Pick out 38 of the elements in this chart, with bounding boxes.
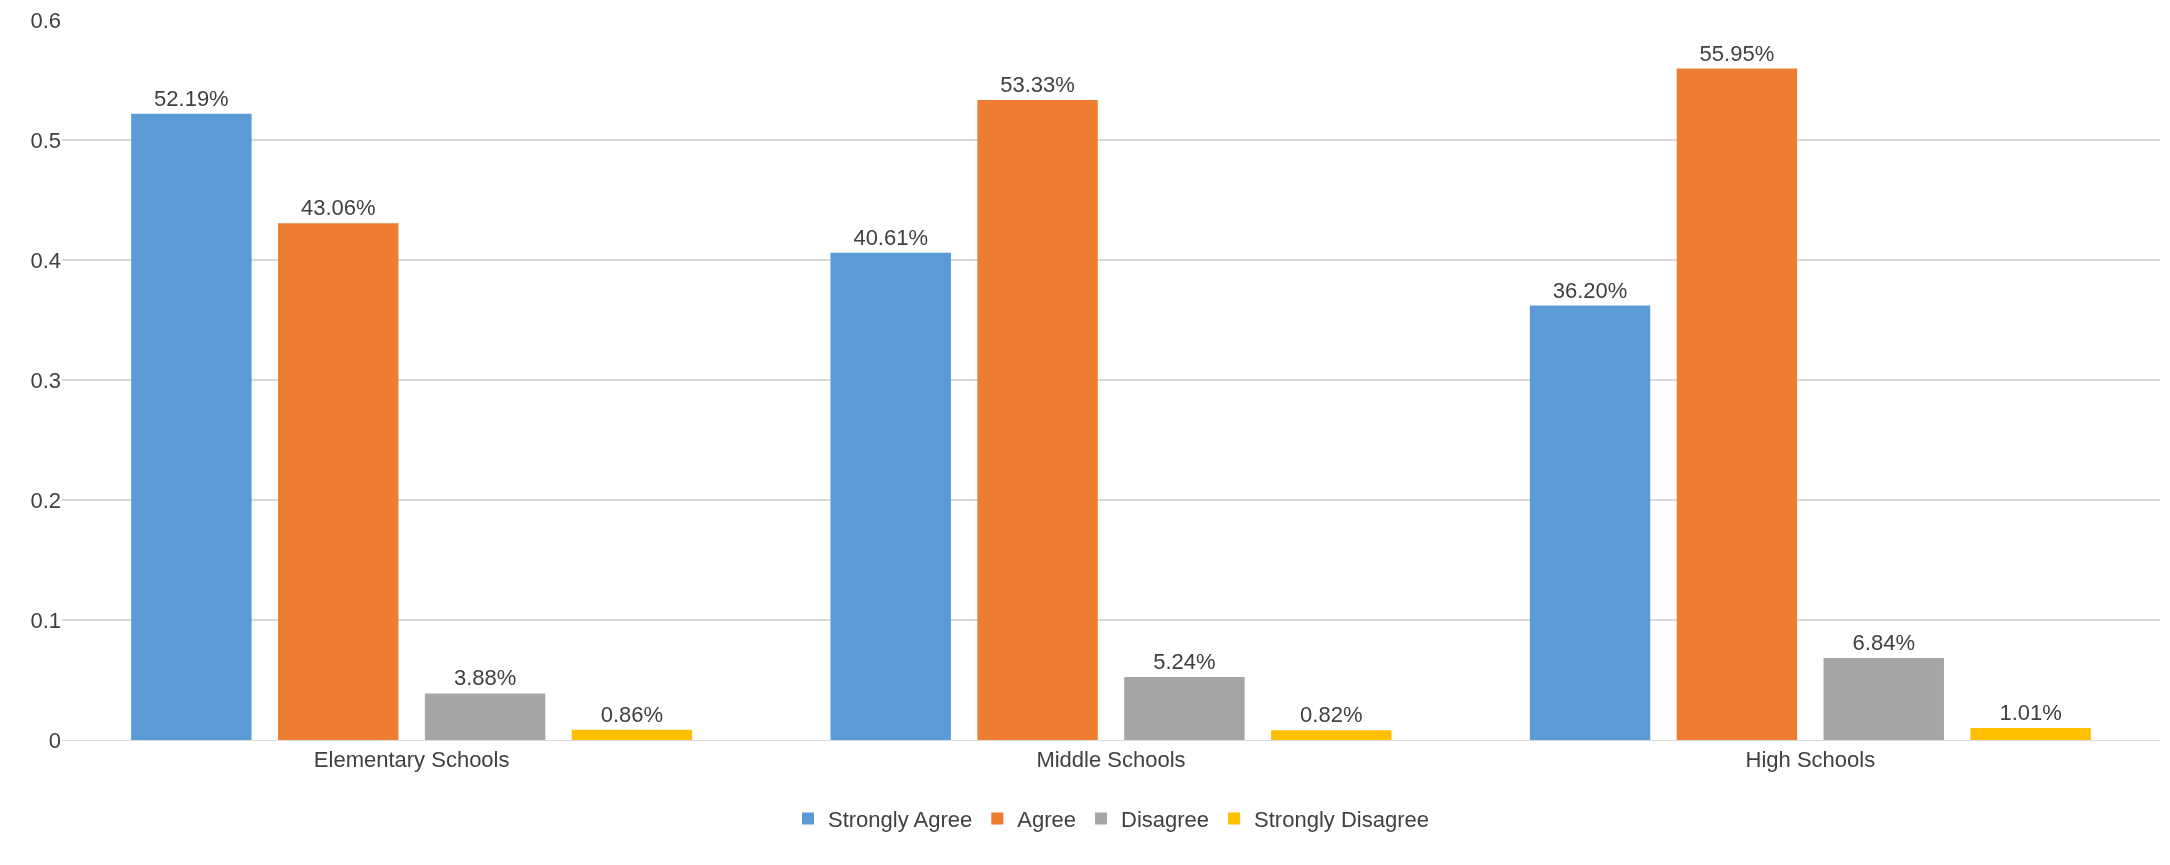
- bar: [1970, 727, 2091, 740]
- data-label: 36.20%: [1552, 277, 1628, 303]
- bar: [1676, 68, 1798, 740]
- y-tick-label: 0.2: [30, 487, 61, 513]
- bar: [131, 113, 252, 740]
- legend-label: Strongly Agree: [828, 806, 973, 832]
- bar: [1529, 305, 1651, 740]
- bar: [278, 223, 399, 740]
- legend-label: Strongly Disagree: [1254, 806, 1429, 832]
- x-tick-label: High Schools: [1745, 747, 1876, 773]
- data-label: 40.61%: [853, 224, 929, 250]
- data-label: 1.01%: [1999, 699, 2062, 725]
- y-tick-label: 0.3: [30, 367, 61, 393]
- bar: [1271, 730, 1392, 740]
- data-label: 52.19%: [154, 85, 229, 111]
- y-tick-label: 0: [48, 727, 61, 753]
- bar: [424, 693, 546, 740]
- x-tick-label: Elementary Schools: [313, 747, 510, 773]
- bar: [830, 252, 951, 740]
- y-tick-label: 0.5: [30, 127, 61, 153]
- y-tick-label: 0.4: [30, 247, 61, 273]
- legend-label: Disagree: [1121, 806, 1210, 832]
- bar: [1124, 677, 1245, 740]
- data-label: 55.95%: [1699, 40, 1775, 66]
- bar: [571, 729, 693, 740]
- x-tick-label: Middle Schools: [1036, 747, 1186, 773]
- data-label: 0.82%: [1300, 702, 1363, 728]
- y-tick-label: 0.1: [30, 607, 61, 633]
- bar: [977, 100, 1098, 740]
- legend-label: Agree: [1017, 806, 1077, 832]
- data-label: 53.33%: [1000, 72, 1075, 98]
- data-label: 43.06%: [300, 195, 376, 221]
- bar: [1823, 657, 1944, 740]
- data-label: 0.86%: [600, 701, 664, 727]
- y-tick-label: 0.6: [30, 7, 61, 33]
- data-label: 3.88%: [453, 665, 517, 691]
- data-label: 6.84%: [1852, 629, 1915, 655]
- data-label: 5.24%: [1153, 649, 1216, 675]
